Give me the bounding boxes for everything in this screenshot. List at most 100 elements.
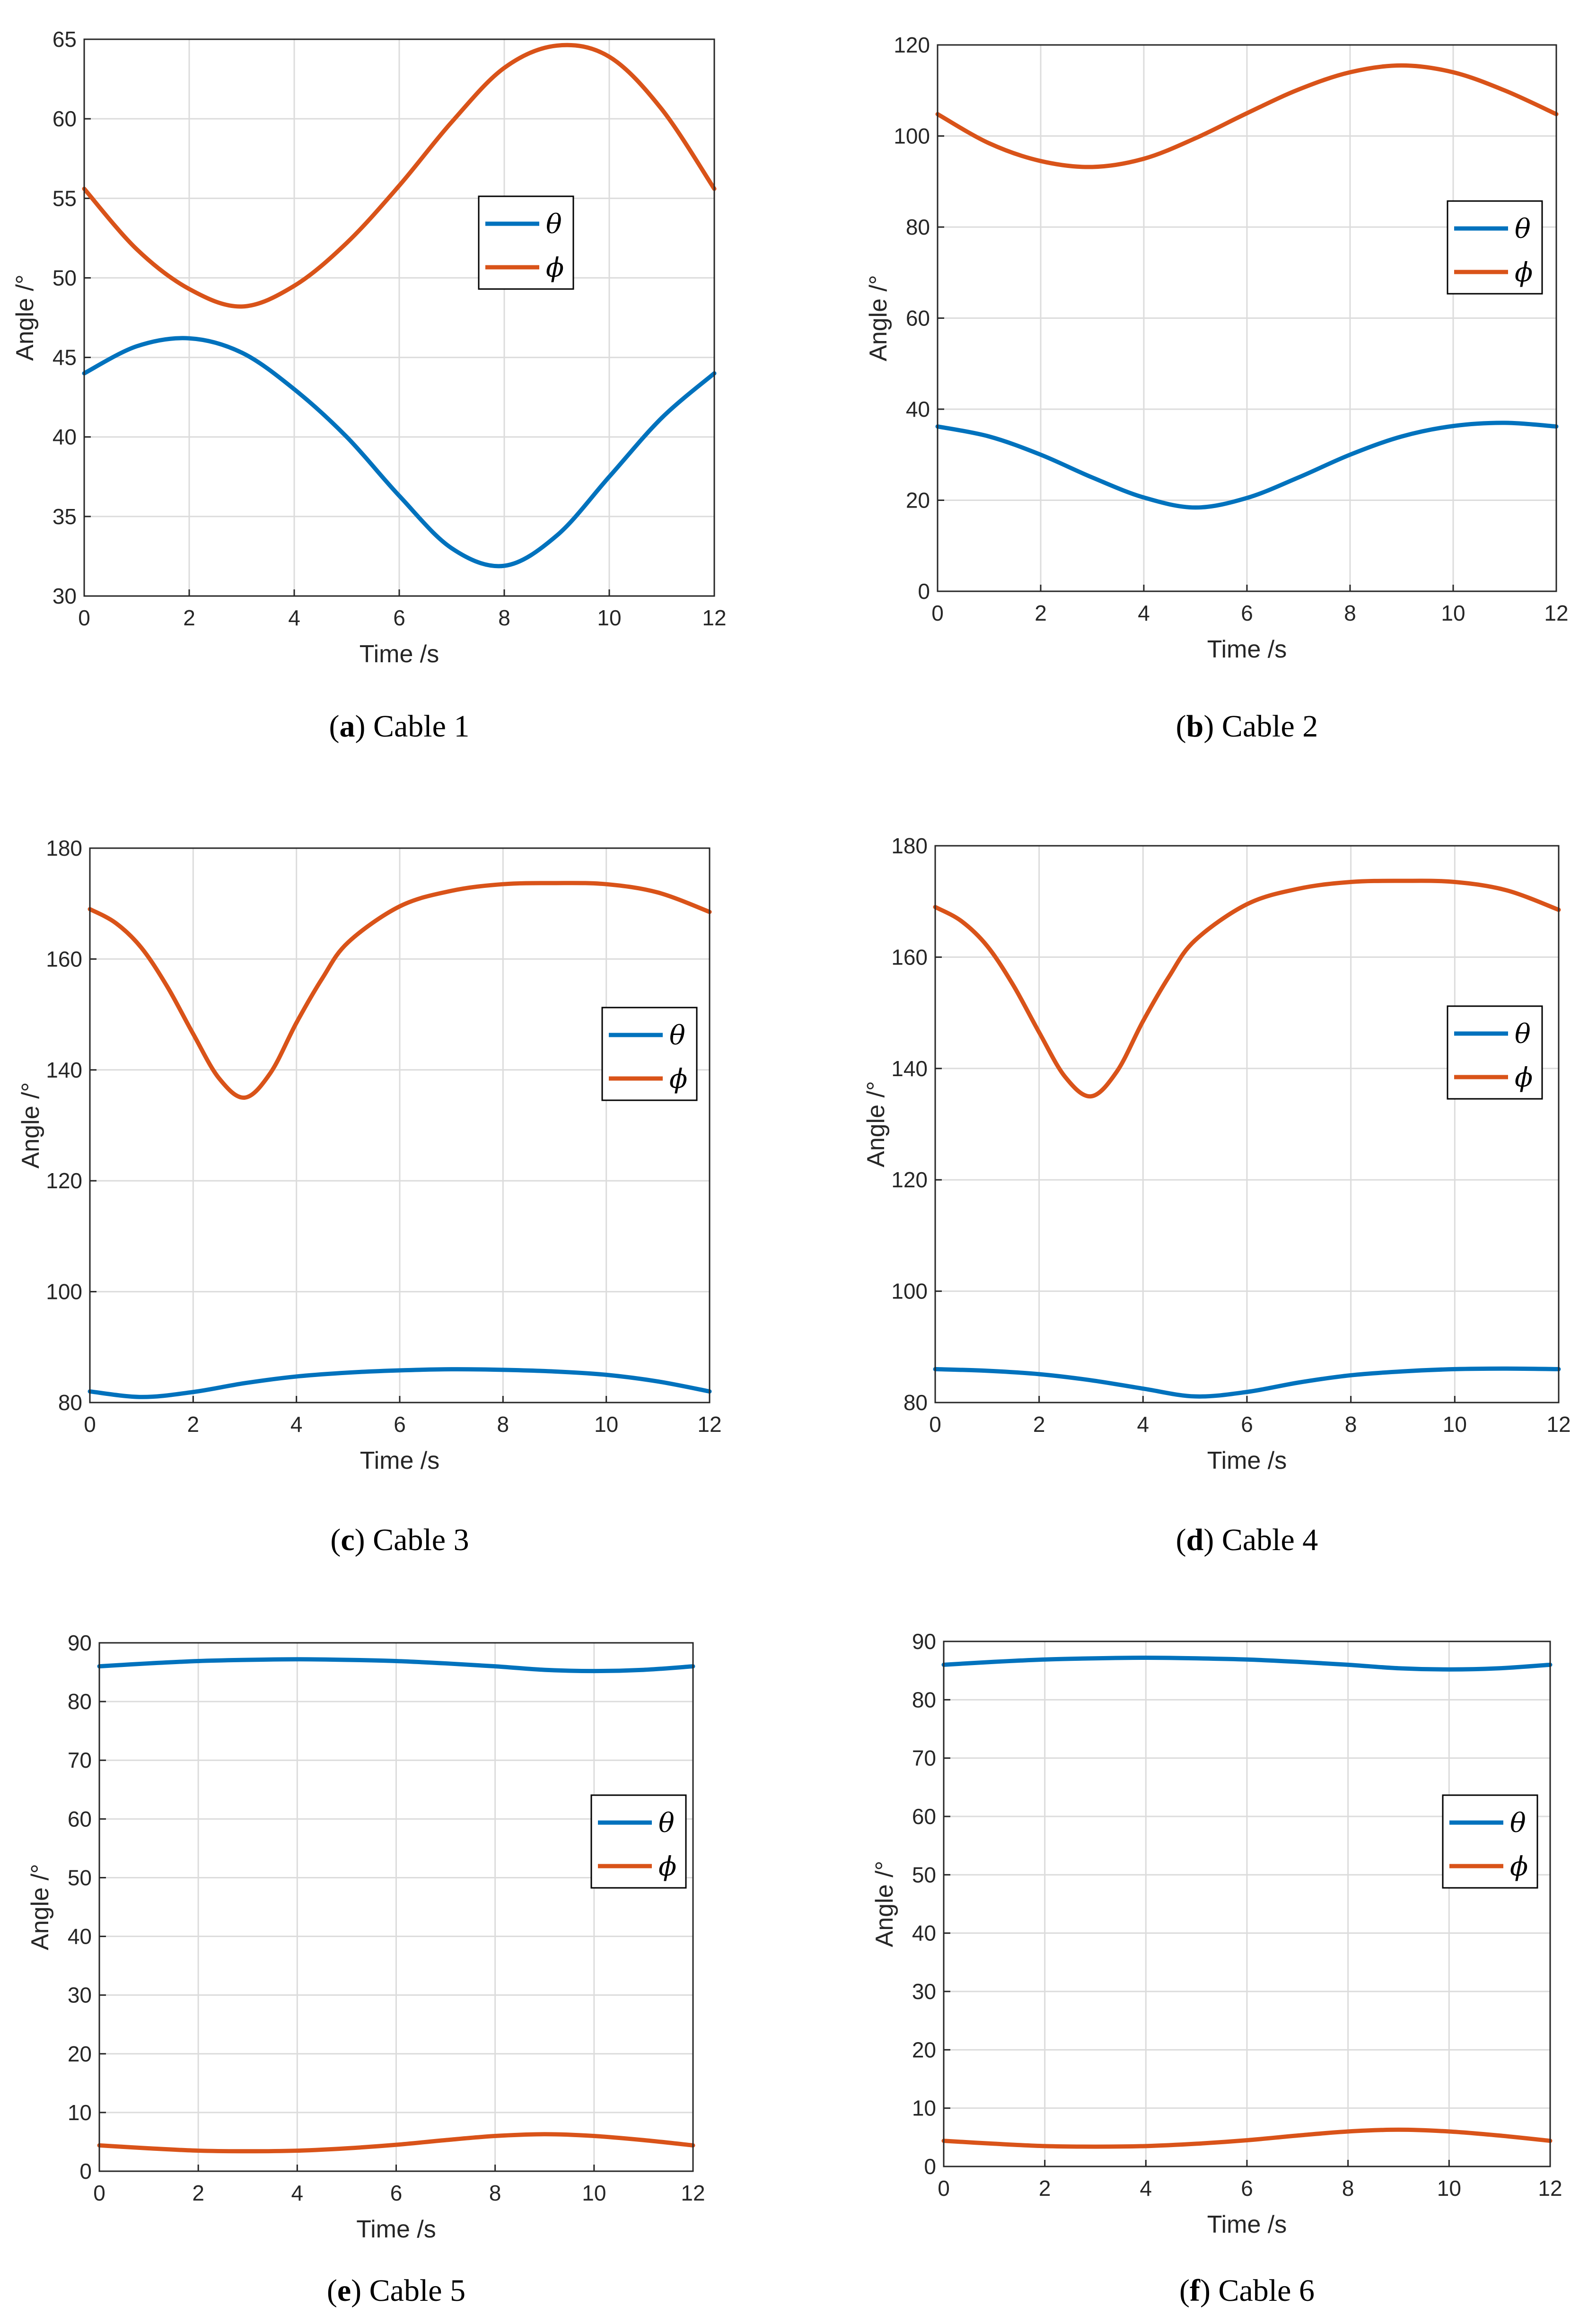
y-tick-label: 60 [53,106,77,131]
legend-label: ϕ [546,253,564,283]
x-tick-label: 10 [582,2181,606,2205]
y-tick-label: 45 [53,345,77,370]
series-line-theta [82,336,717,569]
legend-label: ϕ [669,1064,687,1095]
x-tick-label: 10 [1437,2176,1461,2201]
y-tick-label: 30 [53,584,77,608]
y-tick-label: 80 [68,1689,92,1714]
axes-frame [937,44,1557,592]
caption-letter: b [1186,709,1204,744]
x-tick-label: 4 [290,1412,303,1437]
figure-caption: (c) Cable 3 [330,1523,469,1557]
x-axis-label: Time /s [1207,636,1287,663]
series-line-theta [941,1656,1553,1672]
y-tick-label: 20 [906,488,930,513]
x-tick-label: 10 [594,1412,618,1437]
axes-frame [89,847,711,1403]
y-tick-label: 80 [912,1687,936,1712]
y-tick-label: 80 [906,215,930,239]
x-tick-label: 6 [393,605,405,630]
legend-label: ϕ [1515,257,1533,288]
caption-letter: d [1186,1523,1204,1557]
x-tick-label: 2 [1035,601,1047,625]
legend-label: θ [1515,214,1531,245]
caption-letter: c [341,1523,354,1557]
legend-label: ϕ [1510,1851,1528,1882]
legend-box [1447,200,1543,295]
x-tick-label: 4 [1140,2176,1152,2201]
y-tick-label: 40 [906,397,930,421]
x-tick-label: 12 [1538,2176,1562,2201]
figure-caption: (f) Cable 6 [1179,2273,1315,2308]
caption-letter: a [340,709,355,744]
y-tick-label: 30 [68,1983,92,2008]
x-tick-label: 6 [1241,601,1253,625]
series-line-phi [941,2127,1553,2149]
y-tick-label: 60 [912,1804,936,1829]
x-tick-label: 6 [1241,1412,1253,1437]
x-tick-label: 4 [1137,1412,1149,1437]
x-axis-label: Time /s [360,640,439,668]
legend-label: ϕ [658,1851,676,1882]
legend-label: ϕ [1515,1062,1533,1093]
legend-label: θ [658,1808,675,1839]
y-tick-label: 60 [906,306,930,331]
legend: θϕ [1442,1794,1538,1889]
axes-frame [83,38,715,597]
y-tick-label: 50 [53,265,77,290]
legend-box [478,195,574,290]
x-tick-label: 0 [929,1412,941,1437]
x-tick-label: 10 [1441,601,1465,625]
axes-frame [98,1642,694,2172]
caption-letter: f [1190,2273,1201,2308]
x-tick-label: 12 [1544,601,1568,625]
y-tick-label: 100 [46,1280,82,1304]
x-tick-label: 10 [597,605,621,630]
series-line-phi [935,63,1559,169]
x-tick-label: 6 [1241,2176,1253,2201]
y-tick-label: 0 [79,2159,92,2184]
y-tick-label: 55 [53,186,77,210]
x-tick-label: 2 [187,1412,200,1437]
x-tick-label: 12 [1546,1412,1570,1437]
x-tick-label: 0 [84,1412,96,1437]
y-tick-label: 140 [891,1056,928,1081]
figure-caption: (d) Cable 4 [1176,1523,1318,1557]
y-tick-label: 40 [68,1924,92,1949]
y-tick-label: 0 [918,579,930,604]
y-tick-label: 120 [46,1168,82,1193]
series-line-theta [88,1367,712,1399]
series-line-phi [97,2132,695,2154]
x-tick-label: 4 [1138,601,1150,625]
y-tick-label: 50 [912,1862,936,1887]
y-tick-label: 65 [53,27,77,52]
chart-panel-e: 0 2 4 6 8 10 12 0 10 20 30 40 50 60 70 80 90 Time /s Angle… [26,1631,705,2308]
x-tick-label: 4 [288,605,300,630]
legend-label: θ [1515,1019,1531,1050]
y-tick-label: 20 [68,2042,92,2066]
series-line-phi [933,878,1561,1099]
y-tick-label: 80 [58,1390,82,1415]
y-tick-label: 40 [53,425,77,449]
y-tick-label: 60 [68,1807,92,1831]
x-axis-label: Time /s [1207,2211,1287,2238]
x-tick-label: 8 [1344,601,1356,625]
legend-box [1442,1794,1538,1889]
y-tick-label: 90 [912,1629,936,1654]
x-tick-label: 12 [697,1412,721,1437]
y-tick-label: 120 [894,33,930,57]
legend-label: θ [669,1020,685,1051]
x-tick-label: 6 [390,2181,403,2205]
legend: θϕ [601,1007,698,1101]
x-tick-label: 2 [183,605,195,630]
x-tick-label: 12 [681,2181,705,2205]
x-tick-label: 8 [1345,1412,1357,1437]
series-line-theta [97,1657,695,1674]
x-tick-label: 6 [394,1412,406,1437]
y-tick-label: 90 [68,1631,92,1655]
x-tick-label: 2 [192,2181,204,2205]
caption-letter: e [337,2273,351,2308]
series-line-theta [935,421,1559,510]
legend-box [601,1007,698,1101]
